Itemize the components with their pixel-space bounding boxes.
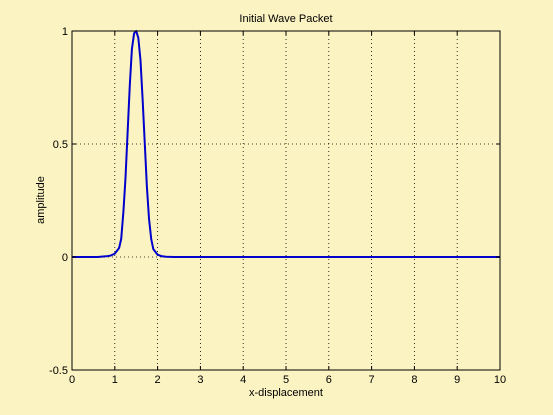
y-tick-label: 0.5 — [53, 139, 68, 151]
x-tick-label: 5 — [283, 374, 289, 386]
x-tick-label: 7 — [369, 374, 375, 386]
x-tick-label: 0 — [69, 374, 75, 386]
x-axis-label: x-displacement — [249, 387, 323, 399]
x-tick-label: 3 — [197, 374, 203, 386]
x-tick-label: 10 — [494, 374, 506, 386]
tick-layer: 0 1 2 3 4 5 6 7 8 9 10-0.500.51 — [49, 26, 506, 386]
y-tick-label: -0.5 — [49, 365, 68, 377]
x-tick-label: 9 — [454, 374, 460, 386]
y-axis-label: amplitude — [35, 176, 47, 224]
series-layer — [72, 30, 500, 258]
y-tick-label: 1 — [62, 26, 68, 38]
x-tick-label: 1 — [112, 374, 118, 386]
y-tick-label: 0 — [62, 252, 68, 264]
x-tick-label: 8 — [411, 374, 417, 386]
x-tick-label: 2 — [155, 374, 161, 386]
chart-title: Initial Wave Packet — [239, 13, 332, 25]
x-tick-label: 6 — [326, 374, 332, 386]
series-line — [72, 30, 500, 258]
x-tick-label: 4 — [240, 374, 246, 386]
